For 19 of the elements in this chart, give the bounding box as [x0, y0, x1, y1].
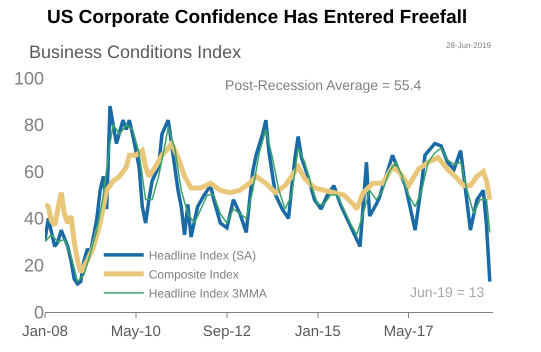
legend-label: Headline Index 3MMA — [148, 286, 267, 300]
y-tick-label: 0 — [34, 302, 44, 322]
legend-label: Headline Index (SA) — [148, 248, 256, 262]
legend-label: Composite Index — [148, 268, 239, 282]
y-tick-label: 40 — [24, 208, 44, 229]
chart-title: US Corporate Confidence Has Entered Freefall — [47, 7, 468, 28]
x-tick-label: Sep-12 — [202, 323, 252, 340]
chart-subtitle: Business Conditions Index — [29, 42, 242, 62]
y-tick-label: 60 — [24, 162, 44, 182]
x-tick-label: May-10 — [110, 323, 161, 340]
y-tick-label: 20 — [24, 256, 44, 276]
text: 28-Jun-2019 — [446, 41, 492, 50]
x-tick-label: May-17 — [384, 323, 434, 340]
annotation: Jun-19 = 13 — [410, 284, 485, 300]
y-tick-label: 80 — [24, 115, 44, 136]
y-tick-label: 100 — [14, 68, 44, 88]
x-tick-label: Jan-15 — [294, 323, 341, 340]
x-tick-label: Jan-08 — [22, 323, 68, 340]
annotation: Post-Recession Average = 55.4 — [225, 77, 422, 93]
